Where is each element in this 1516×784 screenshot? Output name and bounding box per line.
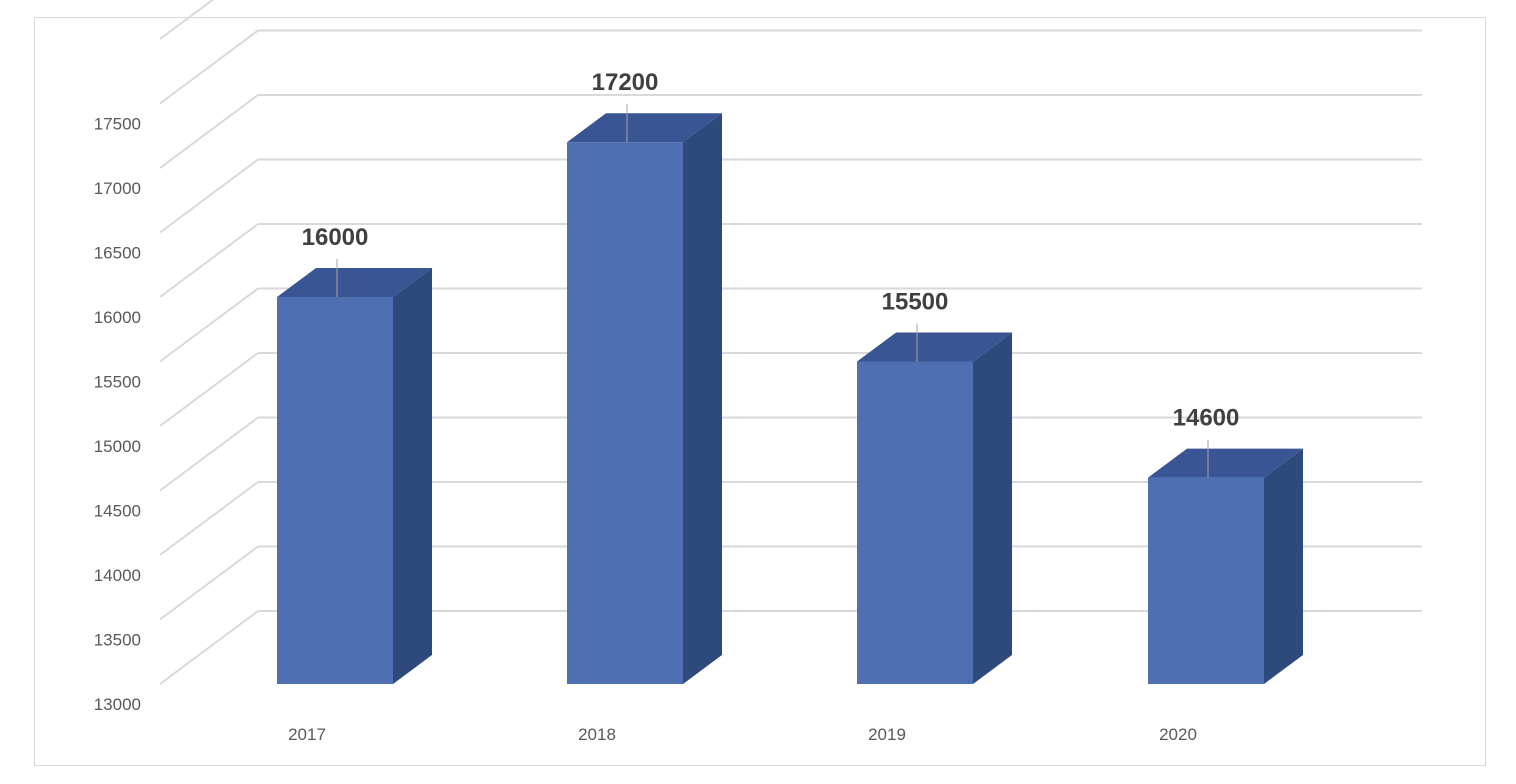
gridline-side [159,481,259,556]
y-tick-label: 16000 [94,308,141,327]
y-tick-label: 16500 [94,244,141,263]
bar-2018 [567,113,722,684]
bar-front-face [567,142,683,684]
bar-2020 [1148,448,1303,684]
gridline-side [159,287,259,363]
data-label: 16000 [302,224,369,251]
bar-top-face [1148,448,1303,478]
y-tick-label: 15500 [94,373,141,392]
gridline-side [159,545,259,621]
x-category-label: 2017 [288,725,326,744]
bar-front-face [1148,477,1264,684]
y-tick-label: 13500 [94,631,141,650]
gridline-side [159,352,259,427]
y-tick-label: 14000 [94,566,141,585]
data-label: 17200 [592,69,659,96]
data-label: 14600 [1173,405,1240,432]
bar-side-face [1264,448,1303,684]
y-tick-label: 17000 [94,179,141,198]
gridline-side [159,416,259,492]
gridline-side [159,158,259,234]
gridline-side [159,29,259,105]
bar-top-face [567,113,722,143]
x-category-label: 2019 [868,725,906,744]
data-labels: 16000 17200 15500 14600 [302,69,1240,478]
x-category-label: 2018 [578,725,616,744]
bar-top-face [857,332,1012,362]
gridline-side [159,0,215,40]
bar-side-face [973,332,1012,684]
x-axis-category-labels: 2017 2018 2019 2020 [288,725,1197,744]
bar-front-face [277,297,393,684]
y-tick-label: 15000 [94,437,141,456]
bar-side-face [393,268,432,684]
bars [277,113,1303,684]
x-category-label: 2020 [1159,725,1197,744]
gridline-side [159,94,259,169]
gridline-side [159,610,259,685]
y-axis-tick-labels: 13000 13500 14000 14500 15000 15500 16000 16500… [94,115,141,715]
bar-2017 [277,268,432,684]
data-label: 15500 [882,289,949,316]
bar-front-face [857,361,973,684]
y-tick-label: 17500 [94,115,141,134]
y-tick-label: 14500 [94,502,141,521]
gridline-side [159,223,259,298]
bar-2019 [857,332,1012,684]
bar-side-face [683,113,722,684]
bar-top-face [277,268,432,297]
y-tick-label: 13000 [94,695,141,714]
